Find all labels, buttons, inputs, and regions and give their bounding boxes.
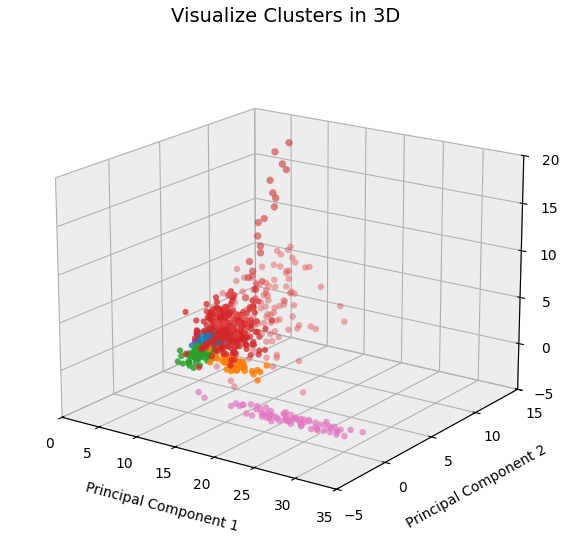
Title: Visualize Clusters in 3D: Visualize Clusters in 3D — [172, 7, 400, 26]
X-axis label: Principal Component 1: Principal Component 1 — [84, 481, 240, 535]
Y-axis label: Principal Component 2: Principal Component 2 — [404, 442, 549, 531]
